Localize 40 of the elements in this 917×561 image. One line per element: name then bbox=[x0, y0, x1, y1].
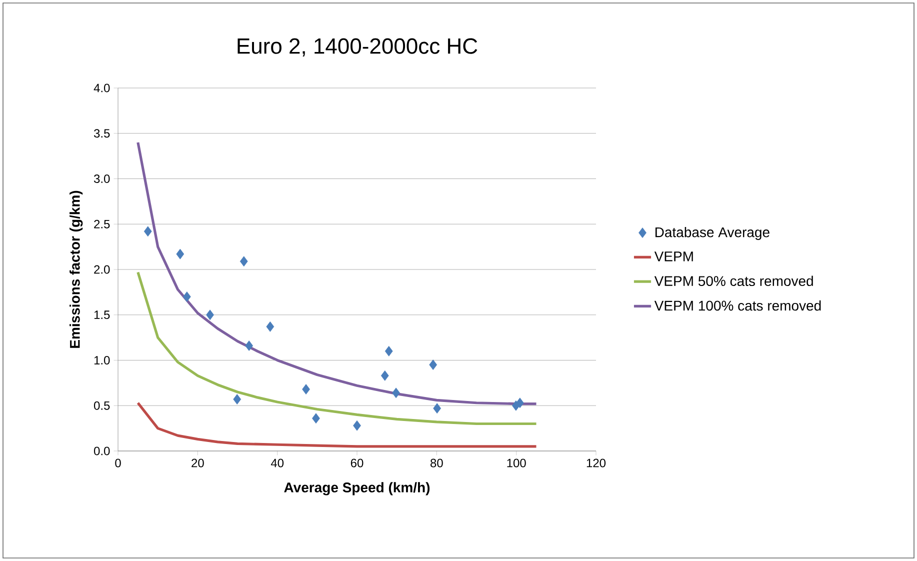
point bbox=[206, 310, 214, 320]
point bbox=[433, 403, 442, 414]
point bbox=[240, 256, 248, 267]
y-axis-title: Emissions factor (g/km) bbox=[70, 190, 83, 348]
point bbox=[384, 346, 393, 356]
legend-label: VEPM bbox=[654, 252, 693, 262]
point bbox=[392, 388, 400, 398]
point bbox=[516, 398, 524, 408]
x-tick-label: 60 bbox=[350, 458, 364, 468]
point bbox=[429, 360, 438, 370]
x-axis-title: Average Speed (km/h) bbox=[284, 482, 430, 496]
y-tick-label: 1.5 bbox=[94, 310, 110, 320]
point bbox=[182, 292, 191, 302]
point bbox=[245, 340, 254, 351]
y-tick-label: 2.5 bbox=[94, 220, 110, 228]
point bbox=[353, 420, 361, 431]
x-tick-label: 80 bbox=[430, 458, 443, 468]
x-tick-label: 0 bbox=[115, 458, 121, 468]
legend-label: VEPM 100% cats removed bbox=[654, 300, 821, 311]
y-tick-label: 4.0 bbox=[94, 84, 110, 92]
x-tick-label: 100 bbox=[507, 458, 526, 468]
y-tick-label: 1.0 bbox=[94, 356, 110, 364]
y-tick-label: 0.5 bbox=[94, 401, 110, 410]
x-tick-label: 20 bbox=[192, 458, 204, 468]
y-tick-label: 3.5 bbox=[94, 129, 110, 138]
y-tick-label: 3.0 bbox=[94, 174, 110, 183]
legend-label: Database Average bbox=[655, 226, 770, 240]
x-tick-label: 40 bbox=[270, 458, 284, 468]
point bbox=[233, 394, 242, 404]
y-tick-label: 0.0 bbox=[94, 446, 110, 456]
point bbox=[302, 384, 310, 394]
point bbox=[380, 370, 389, 381]
point bbox=[176, 248, 184, 260]
y-tick-label: 2.0 bbox=[94, 265, 110, 274]
point bbox=[144, 226, 152, 237]
x-tick-label: 120 bbox=[586, 458, 606, 468]
point bbox=[312, 413, 320, 424]
legend-label: VEPM 50% cats removed bbox=[654, 276, 813, 286]
chart-title: Euro 2, 1400-2000cc HC bbox=[238, 38, 478, 56]
point bbox=[266, 321, 274, 332]
